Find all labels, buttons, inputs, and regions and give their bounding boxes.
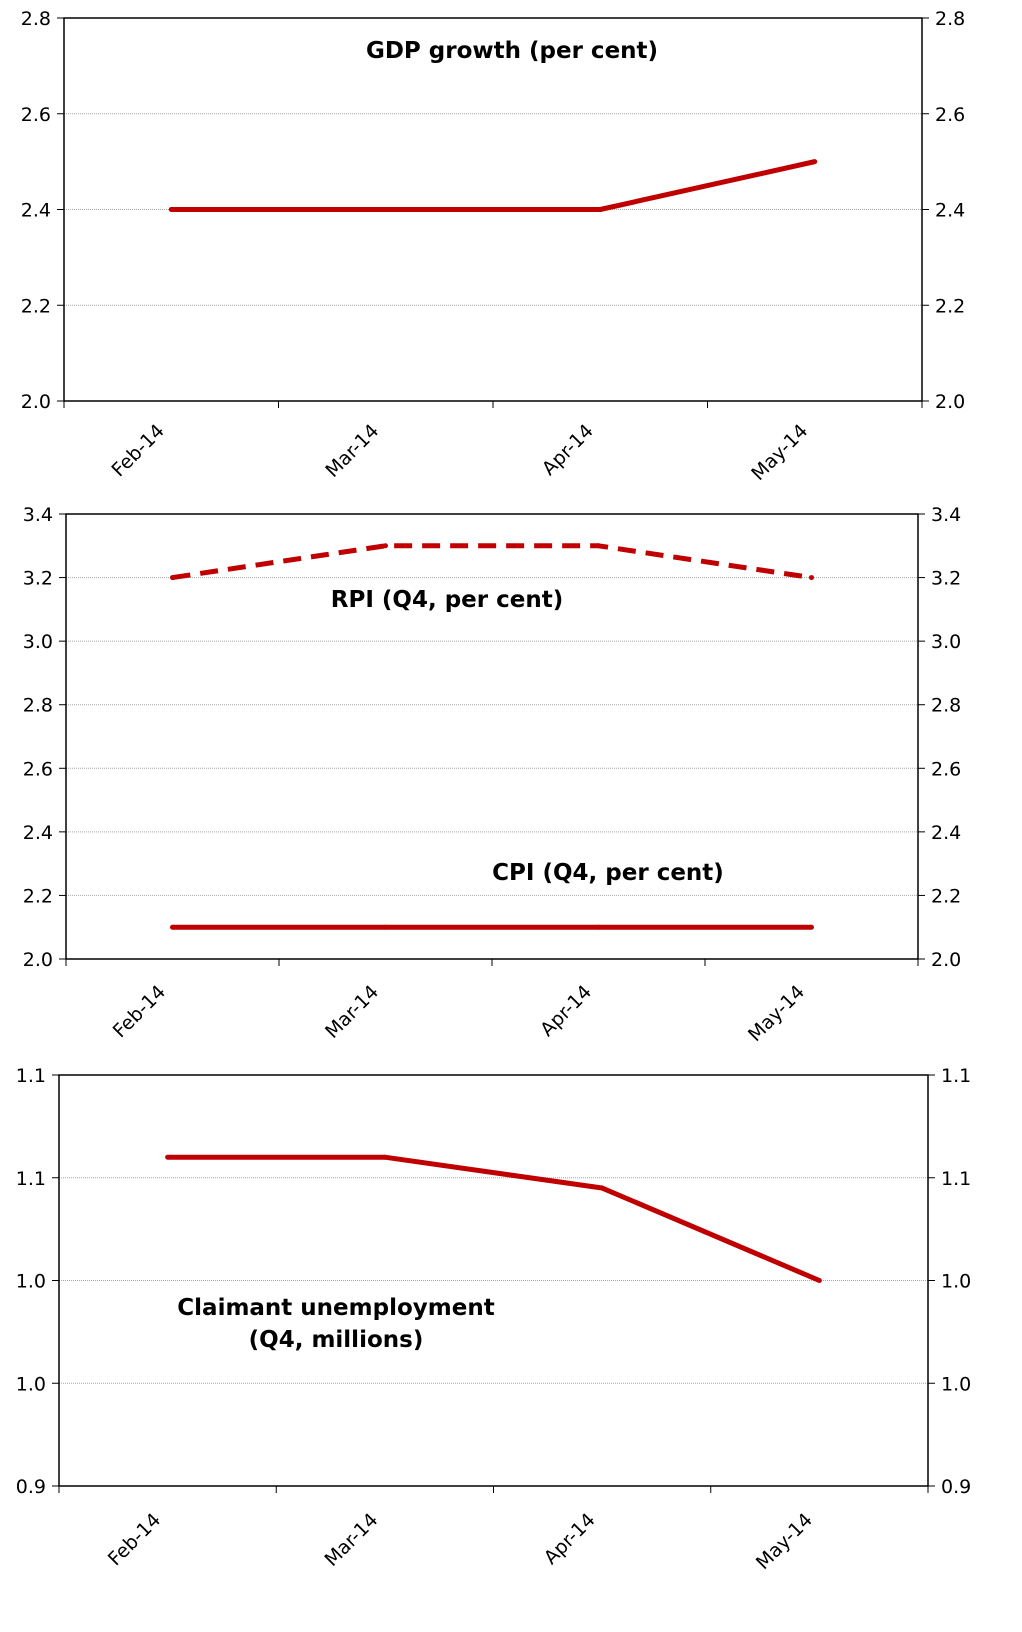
y-tick-label-left: 0.9 bbox=[16, 1476, 46, 1498]
data-point bbox=[383, 924, 388, 930]
y-tick-label-right: 2.2 bbox=[931, 885, 961, 907]
plot-frame bbox=[65, 513, 919, 960]
y-tick-label-left: 2.2 bbox=[21, 295, 51, 317]
y-tick-label-right: 2.8 bbox=[935, 8, 965, 30]
x-tick-label: Mar-14 bbox=[321, 981, 383, 1043]
y-tick-label-right: 2.0 bbox=[935, 391, 965, 413]
y-tick-label-left: 1.0 bbox=[16, 1271, 46, 1293]
y-tick-label-right: 3.2 bbox=[931, 568, 961, 590]
y-tick-label-left: 2.8 bbox=[21, 8, 51, 30]
y-tick-label-left: 3.2 bbox=[23, 568, 53, 590]
data-point bbox=[382, 1154, 388, 1160]
data-point bbox=[597, 207, 603, 212]
data-point bbox=[809, 575, 814, 581]
x-tick-label: Apr-14 bbox=[540, 1509, 600, 1569]
series-line-1 bbox=[167, 1154, 821, 1283]
y-tick-label-left: 2.4 bbox=[23, 822, 53, 844]
data-point bbox=[170, 575, 175, 581]
data-point bbox=[816, 1278, 822, 1283]
y-tick-label-right: 1.1 bbox=[941, 1168, 971, 1190]
y-tick-label-left: 2.0 bbox=[21, 391, 51, 413]
y-tick-label-left: 2.6 bbox=[21, 104, 51, 126]
y-tick-label-right: 2.6 bbox=[935, 104, 965, 126]
y-tick-label-right: 2.8 bbox=[931, 695, 961, 717]
y-tick-label-left: 2.0 bbox=[23, 949, 53, 971]
y-tick-label-right: 1.1 bbox=[941, 1065, 971, 1087]
series-annotation: CPI (Q4, per cent) bbox=[492, 860, 724, 886]
y-tick-label-left: 2.4 bbox=[21, 200, 51, 222]
y-tick-label-right: 2.2 bbox=[935, 295, 965, 317]
y-tick-label-left: 2.2 bbox=[23, 885, 53, 907]
y-tick-label-left: 3.0 bbox=[23, 631, 53, 653]
chart-panel-3: 0.9 0.9 1.0 1.0 1.0 1.0 1.1 1.1 1.1 1.1 Feb-14 Mar-… bbox=[16, 1065, 971, 1574]
x-tick-label: May-14 bbox=[752, 1509, 817, 1574]
y-tick-label-left: 2.6 bbox=[23, 758, 53, 780]
y-tick-label-right: 3.4 bbox=[931, 504, 961, 526]
x-tick-label: Feb-14 bbox=[104, 1509, 165, 1570]
data-point bbox=[383, 543, 388, 549]
chart-panel-1: 2.0 2.0 2.2 2.2 2.4 2.4 2.6 2.6 2.8 2.8 Feb-14 Mar-… bbox=[21, 8, 965, 485]
y-tick-label-right: 3.0 bbox=[931, 631, 961, 653]
y-tick-label-right: 0.9 bbox=[941, 1476, 971, 1498]
x-tick-label: Apr-14 bbox=[538, 420, 598, 480]
y-tick-label-right: 1.0 bbox=[941, 1373, 971, 1395]
series-annotation: Claimant unemployment bbox=[177, 1295, 494, 1321]
y-tick-label-right: 2.4 bbox=[935, 200, 965, 222]
x-tick-label: Mar-14 bbox=[321, 420, 383, 482]
series-annotation: RPI (Q4, per cent) bbox=[331, 587, 563, 613]
data-point bbox=[383, 207, 389, 212]
series-line-1 bbox=[172, 543, 812, 581]
series-annotation: (Q4, millions) bbox=[249, 1327, 424, 1353]
x-tick-label: Feb-14 bbox=[107, 420, 168, 481]
y-tick-label-right: 2.4 bbox=[931, 822, 961, 844]
series-annotation: GDP growth (per cent) bbox=[366, 38, 658, 64]
data-point bbox=[596, 543, 601, 549]
data-point bbox=[596, 924, 601, 930]
y-tick-label-left: 2.8 bbox=[23, 695, 53, 717]
y-tick-label-left: 1.1 bbox=[16, 1065, 46, 1087]
y-tick-label-left: 1.1 bbox=[16, 1168, 46, 1190]
x-tick-label: Feb-14 bbox=[109, 981, 170, 1042]
x-tick-label: Mar-14 bbox=[320, 1509, 382, 1571]
y-tick-label-right: 2.6 bbox=[931, 758, 961, 780]
x-tick-label: Apr-14 bbox=[536, 981, 596, 1041]
data-point bbox=[809, 924, 814, 930]
x-tick-label: May-14 bbox=[747, 420, 812, 485]
data-point bbox=[812, 159, 818, 165]
y-tick-label-left: 1.0 bbox=[16, 1373, 46, 1395]
data-point bbox=[170, 924, 175, 930]
y-tick-label-left: 3.4 bbox=[23, 504, 53, 526]
x-tick-label: May-14 bbox=[744, 981, 809, 1046]
chart-panel-2: 2.0 2.0 2.2 2.2 2.4 2.4 2.6 2.6 2.8 2.8 3.0 3.0 3.2 3… bbox=[23, 504, 961, 1046]
y-tick-label-right: 2.0 bbox=[931, 949, 961, 971]
data-point bbox=[165, 1154, 171, 1160]
y-tick-label-right: 1.0 bbox=[941, 1271, 971, 1293]
series-line-1 bbox=[171, 159, 816, 212]
data-point bbox=[168, 207, 174, 212]
data-point bbox=[599, 1185, 605, 1191]
